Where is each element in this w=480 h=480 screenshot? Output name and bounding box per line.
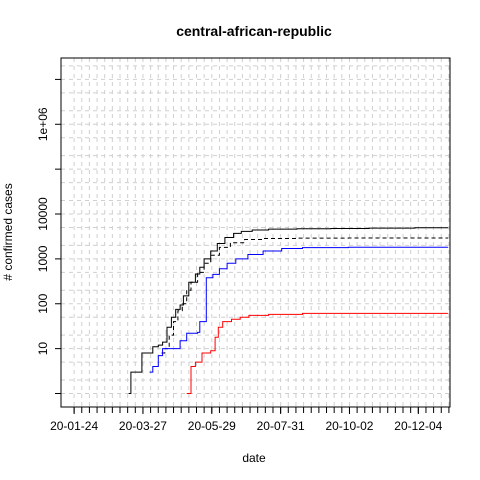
y-tick-label: 10000 bbox=[36, 197, 50, 231]
y-tick-label: 10 bbox=[36, 342, 50, 356]
x-tick-label: 20-05-29 bbox=[188, 419, 236, 433]
grid bbox=[61, 58, 450, 407]
x-axis: 20-01-24 20-03-27 20-05-29 20-07-31 20-10-02… bbox=[50, 407, 450, 433]
x-tick-label: 20-12-04 bbox=[394, 419, 442, 433]
series-line-2 bbox=[161, 237, 449, 354]
y-axis-label: # confirmed cases bbox=[1, 183, 15, 280]
chart-title: central-african-republic bbox=[176, 23, 332, 39]
series-group bbox=[128, 227, 449, 394]
y-tick-label: 1e+06 bbox=[36, 107, 50, 141]
y-axis: 10 100 1000 10000 1e+06 bbox=[36, 78, 61, 394]
x-tick-label: 20-10-02 bbox=[325, 419, 373, 433]
series-line-1 bbox=[128, 227, 449, 394]
y-tick-label: 1000 bbox=[36, 245, 50, 272]
series-line-3 bbox=[149, 246, 449, 373]
x-tick-label: 20-01-24 bbox=[50, 419, 98, 433]
series-line-4 bbox=[186, 312, 449, 394]
plot-frame bbox=[60, 57, 451, 408]
y-tick-label: 100 bbox=[36, 293, 50, 313]
x-tick-label: 20-03-27 bbox=[119, 419, 167, 433]
x-axis-label: date bbox=[242, 451, 266, 465]
x-tick-label: 20-07-31 bbox=[257, 419, 305, 433]
